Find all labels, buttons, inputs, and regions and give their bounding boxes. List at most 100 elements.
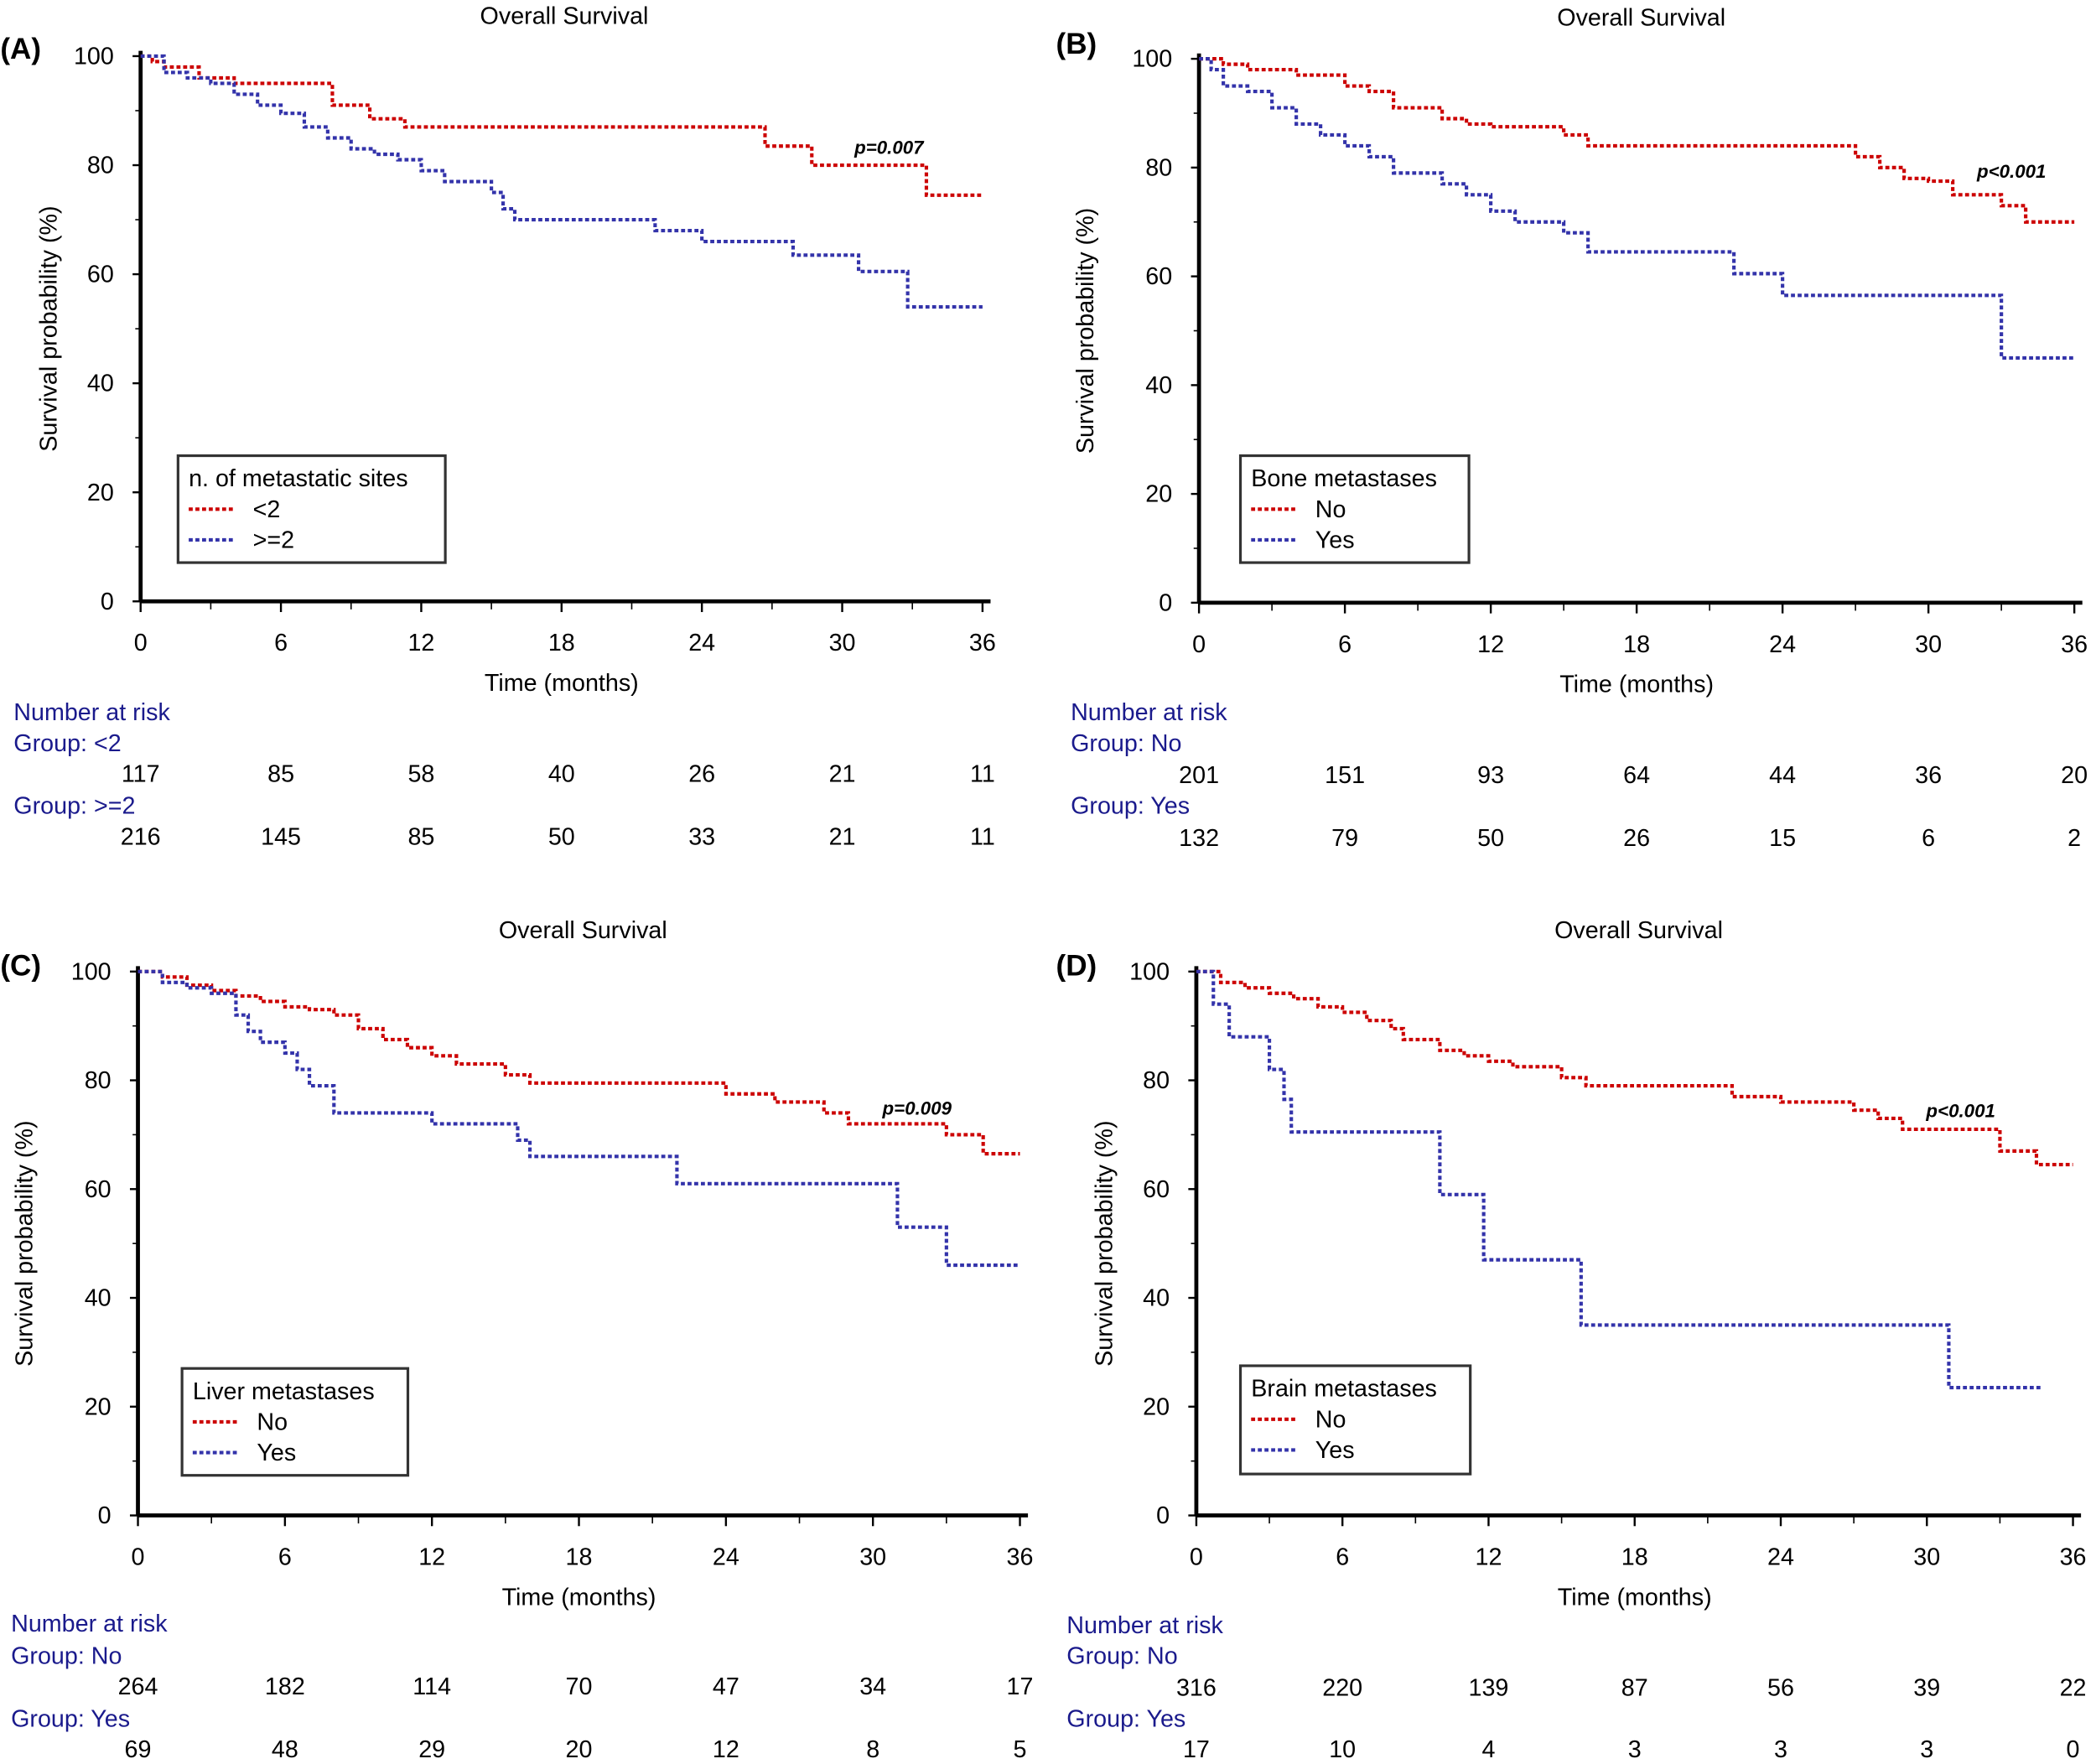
risk-group-label: Group: No [1071, 730, 1181, 757]
risk-group-label: Group: >=2 [13, 793, 135, 820]
risk-group-label: Group: Yes [1066, 1705, 1185, 1732]
y-tick-label: 60 [85, 1176, 112, 1203]
y-tick-label: 0 [1159, 589, 1172, 616]
risk-group-label: Group: Yes [11, 1705, 130, 1732]
risk-count: 0 [2067, 1736, 2080, 1763]
x-tick-label: 18 [548, 630, 575, 656]
survival-curve-group1 [1196, 969, 2073, 1167]
p-value-annotation: p<0.001 [1976, 161, 2046, 182]
km-panel-c: Overall Survival (C) 0 20 40 60 80 100 0 6 12 18 24 3… [0, 917, 1033, 1763]
risk-count: 5 [1014, 1736, 1027, 1763]
survival-curve-group1 [137, 969, 1020, 1156]
risk-count: 21 [829, 760, 856, 787]
risk-count: 4 [1481, 1736, 1495, 1763]
risk-count: 151 [1325, 762, 1365, 789]
survival-curve-group2 [1196, 969, 2042, 1390]
chart-title: Overall Survival [1557, 4, 1725, 31]
y-tick-label: 100 [71, 958, 112, 985]
x-tick-label: 12 [407, 630, 434, 656]
x-tick-label: 30 [829, 630, 856, 656]
legend-label: No [1315, 496, 1346, 523]
panel-label: (A) [0, 33, 41, 65]
y-tick-label: 60 [1143, 1176, 1170, 1203]
x-tick-label: 36 [1007, 1544, 1034, 1571]
y-tick-label: 40 [1143, 1285, 1170, 1312]
risk-count: 85 [407, 823, 434, 850]
risk-count: 93 [1477, 762, 1504, 789]
km-panel-b: Overall Survival (B) 0 20 40 60 80 100 0 6 12 18 24 3… [1056, 4, 2088, 852]
risk-count: 22 [2060, 1675, 2087, 1702]
legend-label: <2 [253, 496, 281, 523]
risk-group-label: Group: Yes [1071, 793, 1190, 820]
y-tick-label: 40 [1145, 372, 1172, 399]
risk-count: 12 [713, 1736, 739, 1763]
y-tick-label: 20 [85, 1393, 112, 1420]
risk-count: 3 [1920, 1736, 1933, 1763]
y-tick-label: 80 [87, 153, 114, 179]
x-tick-label: 36 [2060, 1544, 2087, 1571]
risk-count: 264 [118, 1673, 158, 1700]
risk-count: 145 [261, 823, 301, 850]
x-tick-label: 12 [1476, 1544, 1502, 1571]
y-tick-label: 60 [87, 262, 114, 288]
legend-label: No [257, 1409, 288, 1436]
x-axis-label: Time (months) [485, 670, 639, 697]
chart-title: Overall Survival [499, 917, 667, 944]
legend-title: Bone metastases [1251, 465, 1437, 492]
x-tick-label: 18 [566, 1544, 593, 1571]
risk-count: 29 [418, 1736, 445, 1763]
risk-count: 48 [272, 1736, 298, 1763]
risk-count: 50 [548, 823, 575, 850]
x-tick-label: 0 [1190, 1544, 1203, 1571]
y-tick-label: 20 [1145, 481, 1172, 508]
panel-label: (B) [1056, 28, 1097, 60]
y-tick-label: 60 [1145, 263, 1172, 290]
risk-count: 132 [1179, 825, 1219, 852]
y-axis-label: Survival probability (%) [35, 205, 62, 451]
survival-curve-group2 [1199, 57, 2075, 361]
risk-count: 6 [1922, 825, 1935, 852]
risk-count: 33 [688, 823, 715, 850]
risk-count: 10 [1329, 1736, 1356, 1763]
chart-title: Overall Survival [1554, 917, 1723, 944]
risk-count: 11 [970, 760, 995, 787]
risk-count: 8 [866, 1736, 879, 1763]
risk-count: 39 [1913, 1675, 1940, 1702]
risk-count: 114 [412, 1673, 451, 1700]
survival-curve-group2 [137, 969, 1020, 1268]
x-tick-label: 24 [1767, 1544, 1794, 1571]
risk-count: 3 [1628, 1736, 1642, 1763]
x-tick-label: 36 [2061, 631, 2088, 658]
risk-count: 26 [1623, 825, 1650, 852]
y-tick-label: 0 [1156, 1502, 1170, 1529]
risk-table: Number at risk Group: No 201 151 93 64 44 36 20 G… [1071, 699, 2088, 852]
risk-count: 69 [125, 1736, 152, 1763]
y-axis-label: Survival probability (%) [1092, 1120, 1118, 1366]
risk-count: 40 [548, 760, 575, 787]
risk-group-label: Group: <2 [13, 730, 121, 757]
y-axis-label: Survival probability (%) [1072, 208, 1099, 454]
y-tick-label: 80 [1143, 1067, 1170, 1094]
p-value-annotation: p<0.001 [1925, 1101, 1995, 1122]
risk-count: 85 [267, 760, 294, 787]
x-tick-label: 6 [1336, 1544, 1349, 1571]
risk-count: 201 [1179, 762, 1219, 789]
risk-count: 17 [1007, 1673, 1034, 1700]
legend-label: Yes [257, 1440, 296, 1466]
risk-count: 2 [2067, 825, 2081, 852]
legend: Liver metastases No Yes [180, 1367, 410, 1477]
legend-label: No [1315, 1406, 1346, 1433]
risk-group-label: Group: No [11, 1642, 122, 1669]
risk-count: 26 [688, 760, 715, 787]
x-axis-label: Time (months) [1558, 1584, 1712, 1611]
x-tick-label: 0 [134, 630, 148, 656]
legend-label: Yes [1315, 527, 1355, 554]
risk-count: 87 [1621, 1675, 1648, 1702]
risk-count: 47 [713, 1673, 739, 1700]
risk-count: 79 [1331, 825, 1358, 852]
legend: n. of metastatic sites <2 >=2 [176, 454, 447, 564]
legend-title: Liver metastases [193, 1378, 375, 1405]
